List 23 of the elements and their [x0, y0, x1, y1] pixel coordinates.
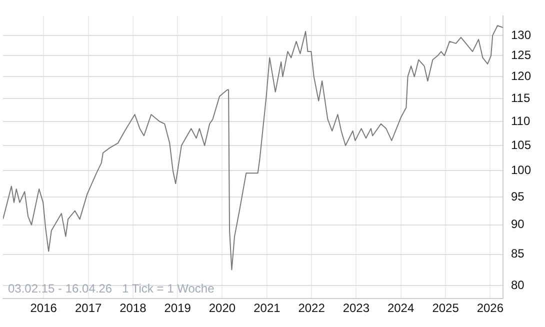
y-tick-label: 120	[511, 68, 532, 83]
annotation: 03.02.15 - 16.04.26 1 Tick = 1 Woche	[8, 282, 215, 296]
x-tick-label: 2022	[298, 301, 326, 316]
y-tick-label: 100	[511, 162, 532, 177]
x-tick-label: 2017	[74, 301, 102, 316]
y-tick-label: 85	[511, 246, 525, 261]
y-tick-label: 125	[511, 48, 532, 62]
x-tick-label: 2025	[432, 301, 460, 316]
x-tick-label: 2024	[387, 301, 414, 316]
x-tick-label: 2023	[342, 301, 370, 316]
y-tick-label: 115	[511, 90, 530, 105]
y-tick-label: 95	[511, 189, 525, 204]
x-tick-label: 2026	[476, 301, 504, 316]
x-tick-label: 2021	[254, 301, 281, 316]
x-tick-label: 2016	[30, 301, 58, 316]
x-tick-label: 2020	[208, 301, 236, 316]
y-tick-label: 105	[511, 138, 532, 152]
y-tick-label: 90	[511, 217, 525, 232]
x-tick-label: 2019	[164, 301, 192, 316]
y-tick-label: 110	[511, 114, 530, 128]
x-tick-label: 2018	[120, 301, 147, 316]
y-tick-label: 80	[511, 278, 525, 292]
y-tick-label: 130	[511, 28, 532, 42]
